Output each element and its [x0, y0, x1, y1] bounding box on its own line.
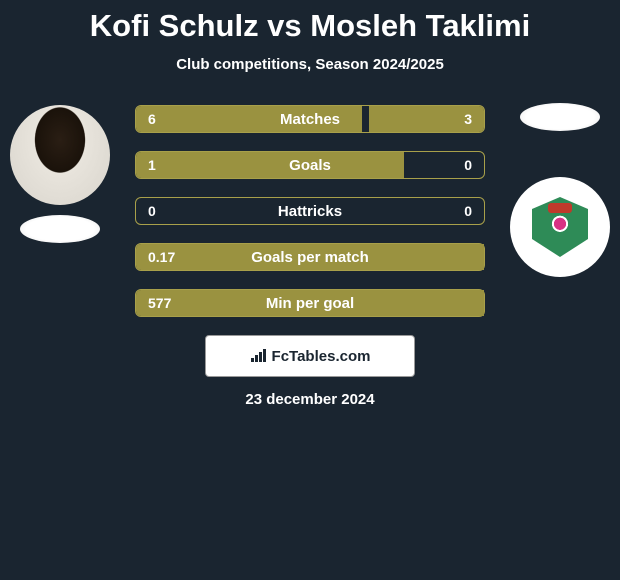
- stat-label: Min per goal: [136, 295, 484, 312]
- stat-label: Goals per match: [136, 249, 484, 266]
- date-text: 23 december 2024: [135, 391, 485, 408]
- stat-value-right: 0: [464, 157, 472, 173]
- player-right-column: [510, 117, 610, 277]
- stat-row: 0Hattricks0: [135, 197, 485, 225]
- stat-row: 0.17Goals per match: [135, 243, 485, 271]
- subtitle: Club competitions, Season 2024/2025: [0, 56, 620, 73]
- stat-label: Matches: [136, 111, 484, 128]
- stat-value-right: 3: [464, 111, 472, 127]
- page-title: Kofi Schulz vs Mosleh Taklimi: [0, 8, 620, 44]
- badge-flower-icon: [545, 215, 575, 237]
- comparison-panel: 6Matches31Goals00Hattricks00.17Goals per…: [0, 105, 620, 408]
- stat-label: Hattricks: [136, 203, 484, 220]
- stat-value-right: 0: [464, 203, 472, 219]
- player-right-club-logo-top: [520, 103, 600, 131]
- stat-label: Goals: [136, 157, 484, 174]
- bar-chart-icon: [250, 349, 268, 363]
- brand-badge[interactable]: FcTables.com: [205, 335, 415, 377]
- stats-list: 6Matches31Goals00Hattricks00.17Goals per…: [135, 105, 485, 317]
- player-left-avatar: [10, 105, 110, 205]
- stat-row: 577Min per goal: [135, 289, 485, 317]
- stat-row: 1Goals0: [135, 151, 485, 179]
- stat-row: 6Matches3: [135, 105, 485, 133]
- player-right-avatar-badge: [510, 177, 610, 277]
- badge-top-icon: [548, 203, 572, 213]
- player-left-column: [10, 105, 110, 243]
- player-left-club-logo: [20, 215, 100, 243]
- brand-text: FcTables.com: [272, 348, 371, 365]
